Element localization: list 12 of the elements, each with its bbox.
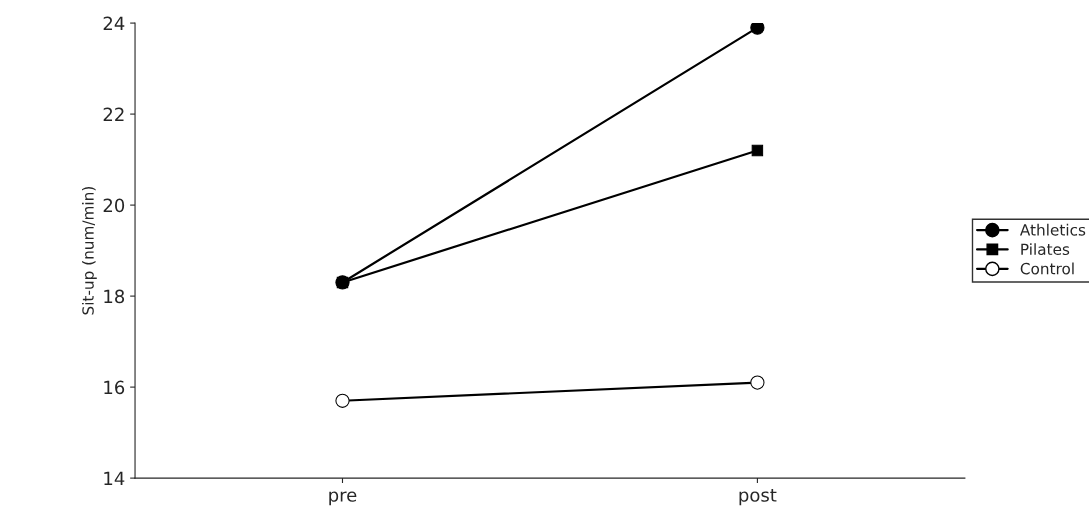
y-axis-title: Sit-up (num/min): [82, 187, 97, 315]
y-tick-label: 16: [104, 380, 125, 395]
y-tick-label: 20: [103, 198, 125, 213]
y-tick-label: 18: [104, 289, 125, 304]
legend-label: Pilates: [1021, 243, 1070, 256]
legend-label: Athletics: [1019, 223, 1086, 236]
x-tick-label: pre: [329, 491, 357, 506]
legend-label: Control: [1020, 262, 1074, 275]
x-tick-label: post: [739, 488, 777, 506]
y-tick-label: 14: [104, 471, 125, 485]
y-tick-label: 24: [103, 16, 125, 30]
y-tick-label: 22: [103, 107, 124, 121]
